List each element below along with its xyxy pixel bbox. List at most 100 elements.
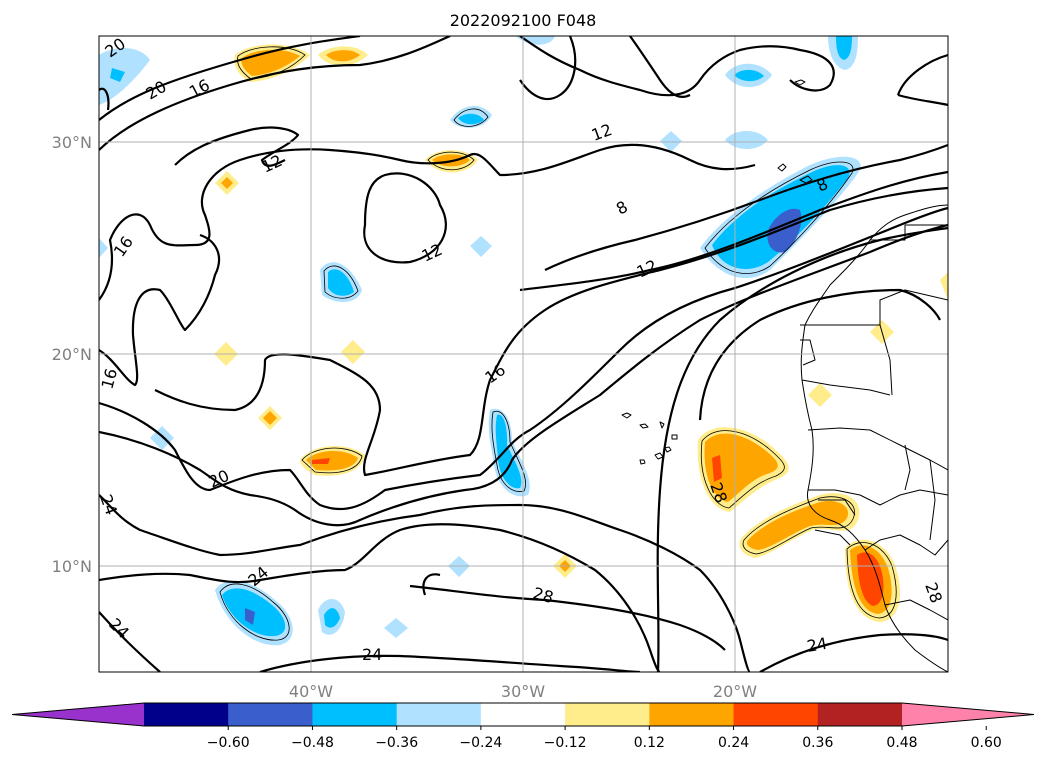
lat-label-20n: 20°N [52, 345, 92, 364]
colorbar-segment [733, 703, 819, 726]
contour-line [259, 654, 641, 672]
lat-label-30n: 30°N [52, 133, 92, 152]
map-frame [98, 35, 949, 673]
negative-anomaly-patch [328, 269, 354, 296]
anomaly-outline [427, 151, 475, 171]
contour-line [759, 633, 948, 672]
anomaly-outline [453, 108, 489, 127]
colorbar-segment [312, 703, 398, 726]
lon-label-40w: 40°W [289, 682, 333, 701]
contour-label: 24 [805, 634, 828, 656]
contour-label: 24 [96, 492, 121, 518]
contour-line [99, 206, 948, 510]
positive-anomaly-patch [326, 50, 360, 62]
positive-anomaly-patch [263, 411, 277, 425]
anomaly-outline [846, 542, 897, 619]
gridlines [99, 36, 948, 672]
anomaly-outline [323, 265, 359, 299]
colorbar-segment [480, 703, 566, 726]
contour-line [897, 93, 948, 107]
map-content: 20 20 16 12 16 12 12 8 8 12 16 16 20 24 … [96, 36, 948, 672]
colorbar-tick-label: 0.24 [718, 735, 749, 751]
contour-line [99, 233, 221, 387]
positive-anomaly-patch [221, 177, 233, 189]
contour-line [99, 523, 661, 672]
contour-line [519, 36, 577, 101]
positive-anomaly-patch [341, 340, 365, 364]
island [654, 452, 664, 460]
country-border [807, 427, 948, 471]
colorbar-segment [228, 703, 313, 726]
anomaly-outline [742, 496, 855, 555]
contour-lines [99, 36, 948, 672]
negative-anomaly-patch [245, 608, 255, 625]
country-border [884, 599, 948, 621]
country-border [814, 529, 851, 546]
colorbar-tick-label: 0.12 [634, 735, 665, 751]
country-border [818, 499, 856, 516]
island [799, 175, 813, 184]
negative-anomaly-patch [99, 238, 108, 258]
colorbar-tick-label: −0.48 [291, 735, 334, 751]
negative-anomaly-patch [836, 36, 852, 60]
country-border [870, 224, 948, 241]
island [671, 434, 678, 440]
map-panel: 20 20 16 12 16 12 12 8 8 12 16 16 20 24 … [96, 35, 949, 673]
colorbar-segment [649, 703, 735, 726]
country-border [864, 534, 948, 556]
colorbar-segment [396, 703, 482, 726]
colorbar-segment [144, 703, 229, 726]
colorbar-tick-label: 0.60 [971, 735, 1002, 751]
anomaly-outline [491, 410, 526, 492]
negative-anomaly-patch [495, 414, 522, 489]
positive-anomaly-patch [940, 272, 948, 300]
lon-label-30w: 30°W [501, 682, 545, 701]
colorbar-tick-label: 0.48 [886, 735, 917, 751]
colorbar-outline [11, 702, 1035, 727]
colorbar-tick-label: 0.36 [802, 735, 833, 751]
positive-anomaly-patch [704, 433, 778, 502]
colorbar-extend-high [902, 703, 1034, 726]
contour-line [99, 494, 751, 672]
positive-anomaly-patch [312, 458, 330, 464]
negative-anomaly-patch [110, 68, 125, 82]
colorbar-extend-low [12, 703, 144, 726]
contour-line [99, 36, 451, 151]
colorbar: −0.60 −0.48 −0.36 −0.24 −0.12 0.12 0.24 0.36 0.4… [11, 702, 1035, 751]
contour-line [544, 143, 948, 271]
colorbar-tick-label: −0.60 [207, 735, 250, 751]
contour-line [698, 288, 941, 421]
country-border [800, 339, 816, 366]
anomaly-outline [219, 583, 290, 641]
anomaly-outline [301, 447, 363, 474]
country-border [929, 459, 936, 541]
colorbar-tick-label: −0.36 [375, 735, 418, 751]
contour-line [363, 172, 447, 264]
island [794, 79, 806, 86]
island [664, 446, 672, 453]
contour-line [99, 36, 361, 121]
anomaly-outline [704, 161, 854, 274]
contour-line [99, 143, 756, 301]
lon-axis-labels: 40°W 30°W 20°W [289, 682, 757, 701]
positive-anomaly-patch [746, 500, 849, 550]
island [639, 423, 649, 429]
country-border [904, 444, 911, 491]
positive-anomaly-patch [306, 451, 358, 471]
country-border [800, 289, 948, 326]
contour-line [99, 223, 948, 527]
negative-anomaly-patch [384, 618, 408, 638]
lon-label-20w: 20°W [713, 682, 757, 701]
contour-line [409, 584, 726, 651]
anomaly-outline [700, 430, 785, 509]
negative-anomaly-patch [734, 69, 764, 82]
negative-anomaly-patch [470, 236, 492, 257]
positive-anomaly-patch [712, 455, 722, 482]
contour-line [99, 611, 161, 672]
positive-anomaly-patch [808, 383, 832, 407]
island [621, 412, 632, 419]
contour-line [519, 170, 948, 292]
contour-label: 24 [362, 645, 382, 664]
country-border [808, 489, 948, 506]
